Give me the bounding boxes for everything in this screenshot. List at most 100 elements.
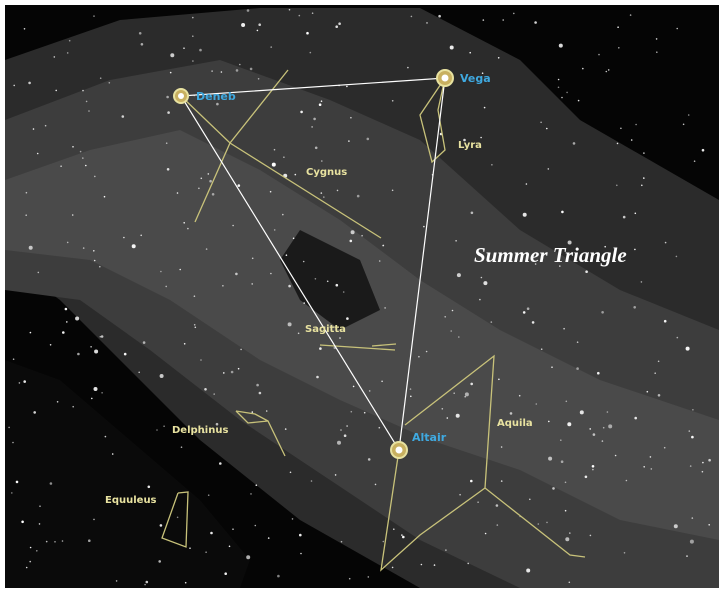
star-label: Deneb <box>196 90 236 103</box>
background-star <box>313 118 316 121</box>
background-star <box>452 310 454 312</box>
background-star <box>361 235 363 237</box>
background-star <box>189 547 191 549</box>
background-star <box>299 534 302 537</box>
background-star <box>270 273 272 275</box>
background-star <box>93 15 95 17</box>
star-core <box>178 93 184 99</box>
background-star <box>351 411 353 413</box>
background-star <box>100 77 102 79</box>
background-star <box>30 332 32 334</box>
background-star <box>321 100 323 102</box>
constellation-label: Aquila <box>497 418 533 429</box>
background-star <box>566 92 568 94</box>
background-star <box>91 398 93 400</box>
background-star <box>158 560 161 563</box>
background-star <box>348 140 350 142</box>
background-star <box>548 168 550 170</box>
background-star <box>143 341 146 344</box>
background-star <box>223 372 225 374</box>
background-star <box>676 256 678 258</box>
background-star <box>319 347 322 350</box>
background-star <box>83 247 85 249</box>
background-star <box>28 82 31 85</box>
background-star <box>311 480 313 482</box>
background-star <box>13 85 15 87</box>
background-star <box>247 9 250 12</box>
constellation-label: Lyra <box>458 140 482 151</box>
background-star <box>99 266 101 268</box>
background-star <box>300 553 302 555</box>
background-star <box>165 286 167 288</box>
background-star <box>341 541 343 543</box>
background-star <box>566 401 568 403</box>
background-star <box>384 307 386 309</box>
background-star <box>392 100 394 102</box>
background-star <box>464 396 466 398</box>
background-star <box>344 434 347 437</box>
background-star <box>350 117 352 119</box>
background-star <box>24 28 26 30</box>
background-star <box>222 285 224 287</box>
background-star <box>45 125 47 127</box>
background-star <box>423 226 425 228</box>
background-star <box>311 126 313 128</box>
background-star <box>316 376 319 379</box>
background-star <box>94 260 96 262</box>
background-star <box>651 468 653 470</box>
background-star <box>702 149 705 152</box>
star-label: Altair <box>412 431 447 444</box>
background-star <box>194 324 196 326</box>
background-star <box>62 331 65 334</box>
background-star <box>104 196 106 198</box>
background-star <box>620 128 622 130</box>
background-star <box>183 222 185 224</box>
background-star <box>392 567 394 569</box>
background-star <box>565 537 569 541</box>
background-star <box>205 551 207 553</box>
background-star <box>29 561 31 563</box>
background-star <box>185 582 187 584</box>
background-star <box>480 137 482 139</box>
background-star <box>498 57 500 59</box>
constellation-label: Delphinus <box>172 425 228 436</box>
background-star <box>346 86 348 88</box>
background-star <box>708 524 710 526</box>
background-star <box>589 428 591 430</box>
background-star <box>270 46 272 48</box>
background-star <box>690 540 694 544</box>
background-star <box>277 575 280 578</box>
background-star <box>607 411 609 413</box>
background-star <box>526 569 530 573</box>
title: Summer Triangle <box>474 243 627 267</box>
background-star <box>491 164 493 166</box>
background-star <box>453 392 455 394</box>
background-star <box>598 54 600 56</box>
background-star <box>624 552 626 554</box>
background-star <box>286 254 288 256</box>
background-star <box>692 517 694 519</box>
background-star <box>299 15 301 17</box>
background-star <box>236 69 239 72</box>
background-star <box>232 225 234 227</box>
star-core <box>396 447 403 454</box>
background-star <box>339 337 341 339</box>
background-star <box>82 157 84 159</box>
background-star <box>163 425 165 427</box>
background-star <box>298 333 300 335</box>
background-star <box>350 240 353 243</box>
background-star <box>546 128 548 130</box>
constellation-label: Sagitta <box>305 324 346 335</box>
background-star <box>383 541 385 543</box>
background-star <box>676 28 678 30</box>
background-star <box>258 23 261 26</box>
background-star <box>268 537 270 539</box>
background-star <box>641 281 643 283</box>
background-star <box>558 87 560 89</box>
background-star <box>691 436 694 439</box>
background-star <box>392 190 394 192</box>
background-star <box>11 492 13 494</box>
background-star <box>421 564 423 566</box>
background-star <box>146 581 149 584</box>
background-star <box>93 250 95 252</box>
